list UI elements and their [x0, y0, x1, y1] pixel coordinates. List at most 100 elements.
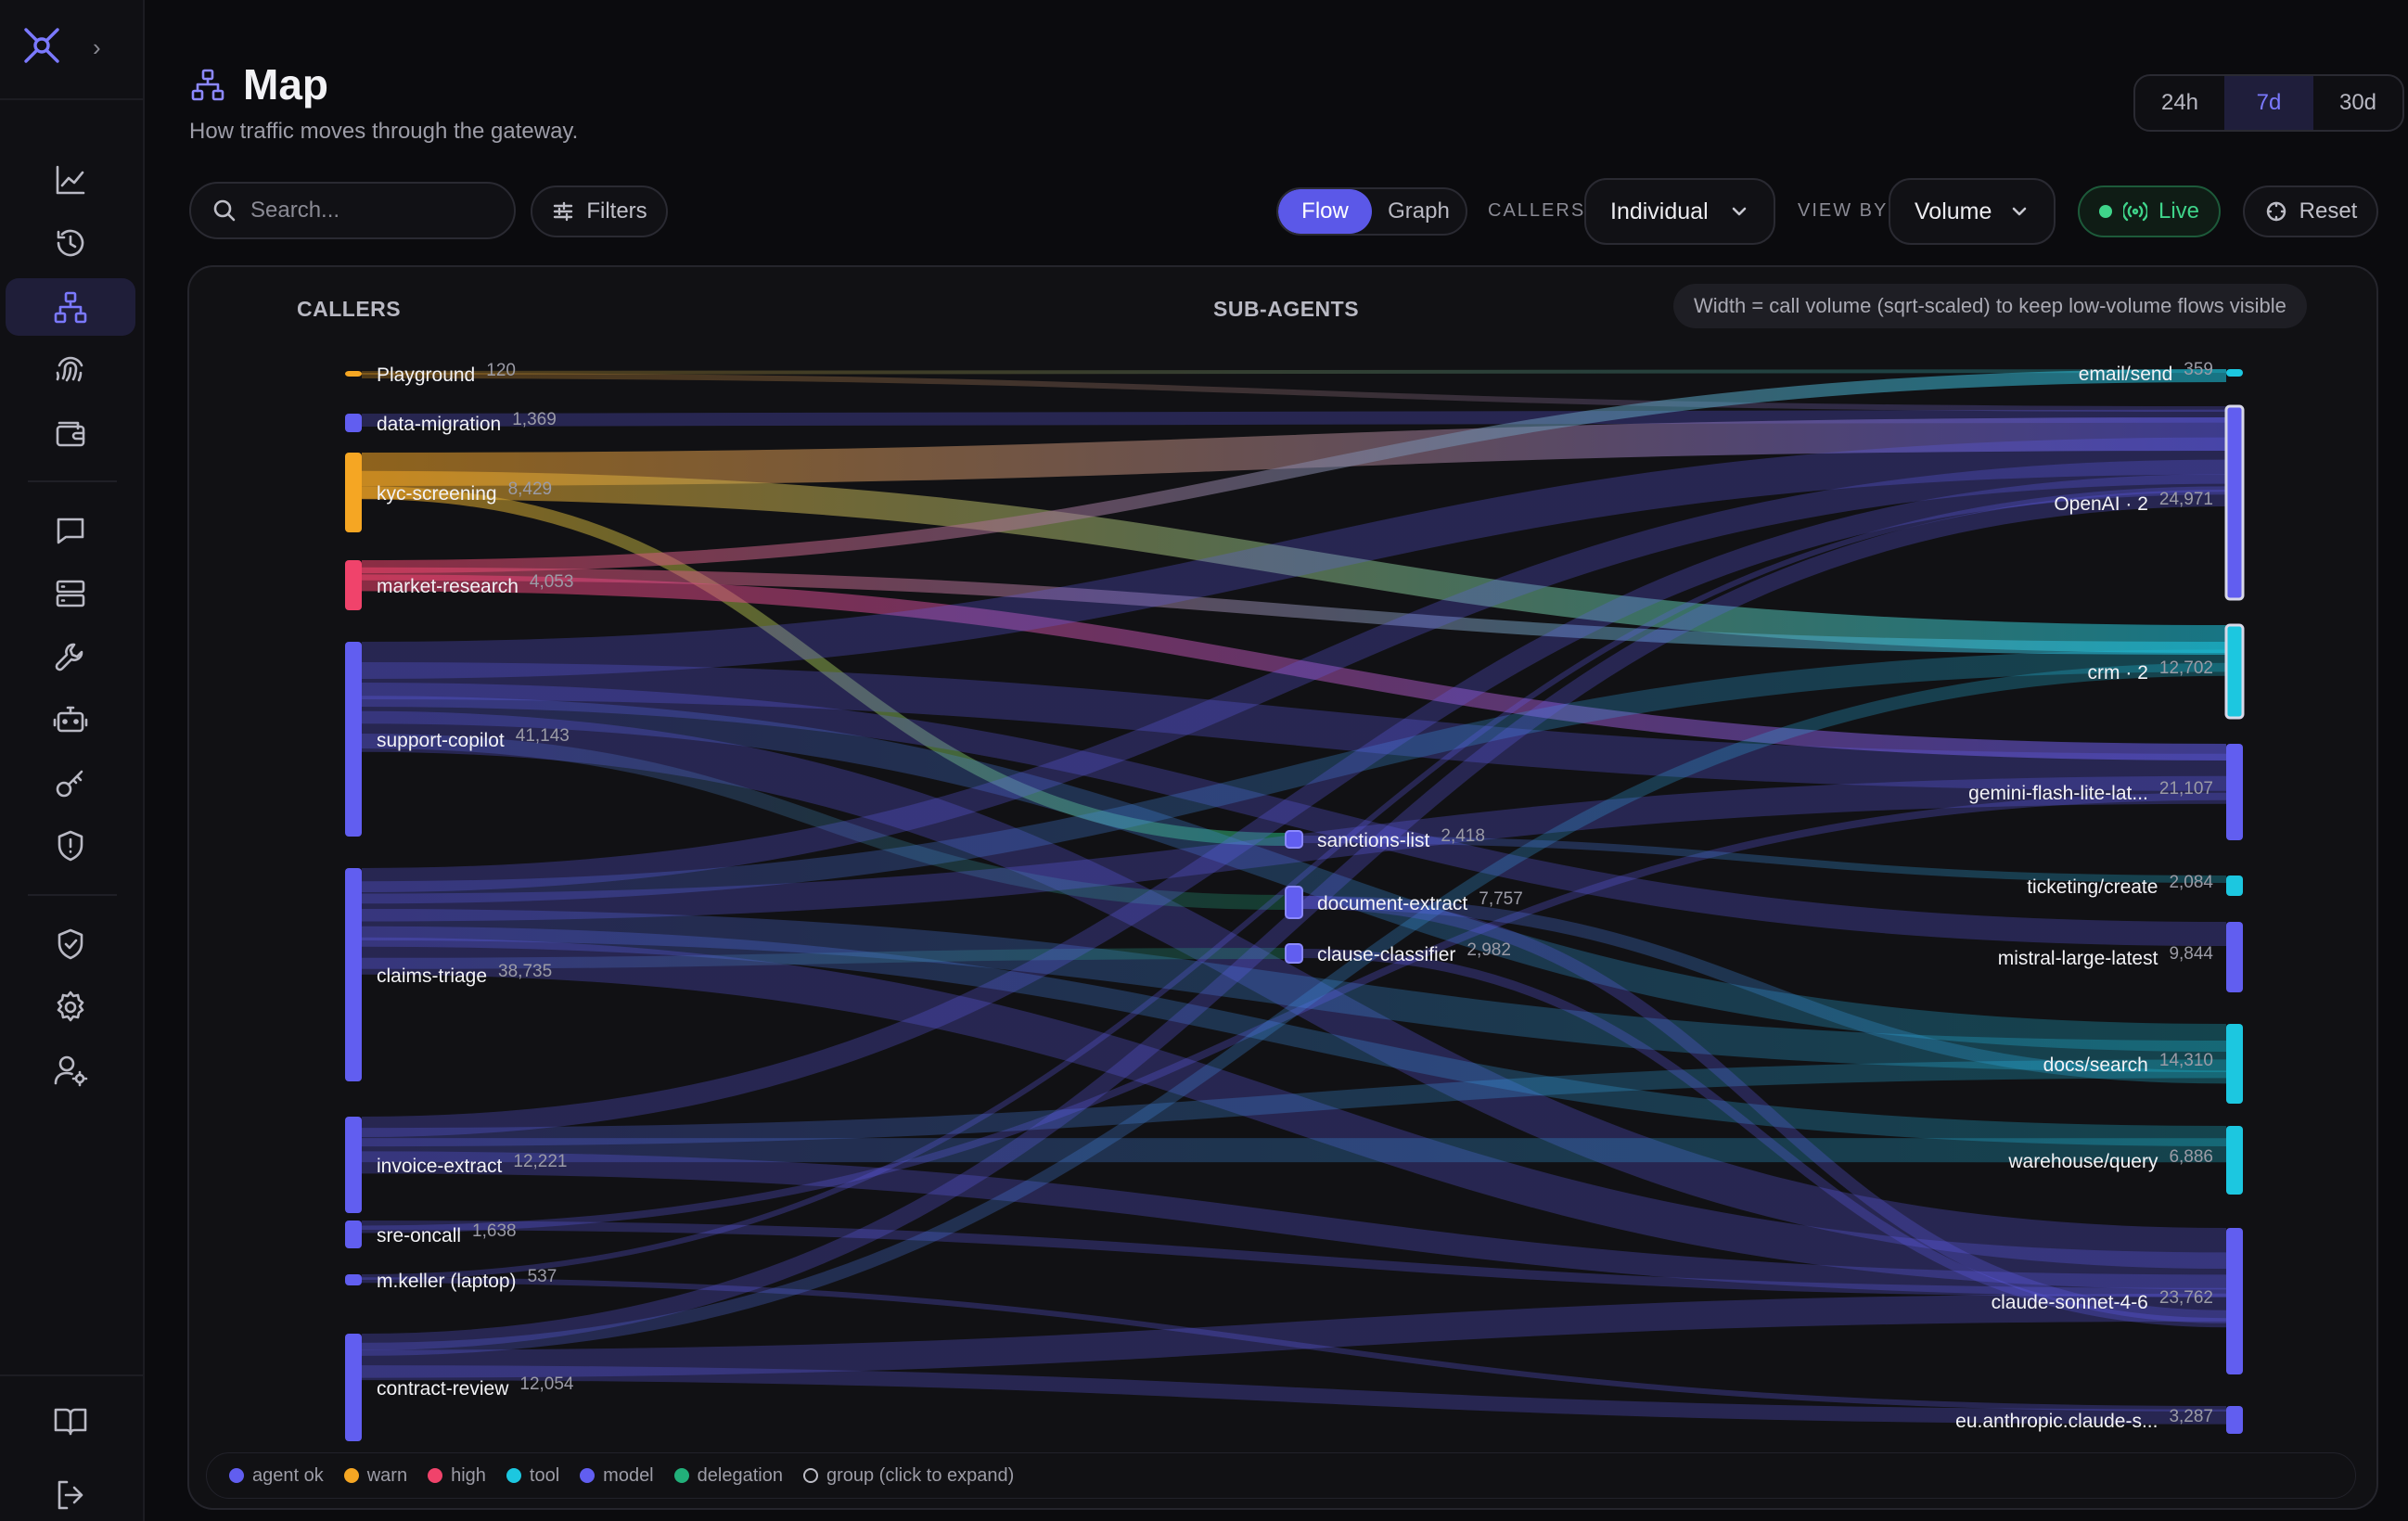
legend-label: agent ok	[252, 1464, 324, 1486]
caller-node	[345, 868, 362, 1081]
subagent-count: 7,757	[1479, 889, 1523, 909]
target-node	[2226, 744, 2243, 840]
caller-label: sre-oncall	[377, 1225, 461, 1246]
network-map-icon	[191, 69, 224, 101]
callers-label: CALLERS	[1488, 200, 1586, 221]
flow-link	[361, 937, 2227, 1290]
activity-chart-icon[interactable]	[45, 154, 96, 206]
history-icon[interactable]	[45, 217, 96, 269]
view-by-value: Volume	[1915, 198, 1992, 224]
flow-link	[361, 1293, 2227, 1378]
chat-icon[interactable]	[45, 505, 96, 556]
width-note: Width = call volume (sqrt-scaled) to kee…	[1673, 284, 2307, 328]
caller-node	[345, 560, 362, 610]
target-label: email/send	[2079, 364, 2173, 385]
reset-label: Reset	[2299, 198, 2358, 224]
subagent-count: 2,418	[1441, 826, 1485, 846]
flow-link	[361, 1365, 2227, 1425]
flow-link	[361, 369, 2227, 573]
filters-button[interactable]: Filters	[531, 185, 668, 237]
graph-view-button[interactable]: Graph	[1388, 198, 1450, 224]
subagent-count: 2,982	[1467, 940, 1511, 960]
legend-item: warn	[343, 1465, 407, 1487]
broadcast-icon	[2122, 201, 2147, 222]
wrench-icon[interactable]	[45, 631, 96, 683]
reset-button[interactable]: Reset	[2243, 185, 2378, 237]
search-box	[189, 182, 516, 239]
legend-item: group (click to expand)	[802, 1465, 1014, 1487]
fingerprint-icon[interactable]	[45, 343, 96, 395]
target-node	[2226, 1406, 2243, 1434]
chevron-down-icon	[2012, 207, 2027, 216]
target-label: claude-sonnet-4-6	[1992, 1292, 2148, 1313]
wallet-icon[interactable]	[45, 406, 96, 458]
subagent-label: clause-classifier	[1317, 944, 1455, 965]
target-count: 12,702	[2159, 658, 2213, 678]
view-by-label: VIEW BY	[1798, 200, 1889, 221]
search-icon	[213, 199, 236, 222]
flow-link	[361, 437, 2227, 679]
target-count: 9,844	[2169, 944, 2213, 964]
caller-count: 41,143	[516, 726, 570, 746]
flow-link	[361, 474, 2227, 1137]
callers-dropdown[interactable]: Individual	[1584, 178, 1775, 245]
legend-item: tool	[506, 1465, 559, 1487]
filters-label: Filters	[586, 198, 647, 224]
range-30d-button[interactable]: 30d	[2338, 90, 2377, 115]
caller-count: 1,638	[472, 1221, 517, 1241]
target-node	[2226, 369, 2243, 377]
page-title: Map	[243, 60, 328, 109]
shield-alert-icon[interactable]	[45, 820, 96, 872]
flow-link	[361, 649, 2227, 904]
user-settings-icon[interactable]	[45, 1044, 96, 1096]
flow-link	[1301, 896, 2227, 1323]
robot-icon[interactable]	[45, 694, 96, 746]
network-map-icon[interactable]	[6, 278, 135, 336]
divider	[28, 480, 117, 482]
shield-check-icon[interactable]	[45, 918, 96, 970]
logo-icon[interactable]	[20, 24, 63, 67]
view-mode-toggle: Flow Graph	[1276, 187, 1467, 236]
flow-link	[361, 662, 2227, 1356]
range-24h-button[interactable]: 24h	[2160, 90, 2199, 115]
legend-label: model	[603, 1464, 654, 1486]
chevron-right-icon[interactable]: ›	[93, 33, 101, 61]
logout-icon[interactable]	[45, 1469, 96, 1521]
target-node	[2226, 1228, 2243, 1374]
flow-link	[361, 369, 2227, 375]
flow-link	[361, 459, 2227, 892]
sankey-diagram: Playground 120 data-migration 1,369 kyc-scre…	[345, 360, 2245, 1441]
subagents-column-title: SUB-AGENTS	[1213, 297, 1360, 321]
book-icon[interactable]	[45, 1395, 96, 1447]
flow-link	[1301, 949, 2227, 1328]
caller-label: claims-triage	[377, 965, 487, 987]
legend-label: delegation	[697, 1464, 783, 1486]
key-icon[interactable]	[45, 757, 96, 809]
caller-count: 4,053	[530, 572, 574, 592]
caller-label: market-research	[377, 576, 519, 597]
flow-link	[361, 409, 2227, 427]
settings-icon[interactable]	[45, 981, 96, 1033]
caller-node	[345, 1117, 362, 1213]
live-label: Live	[2158, 198, 2200, 224]
target-label: eu.anthropic.claude-s...	[1955, 1411, 2158, 1432]
target-node	[2224, 404, 2245, 601]
legend-item: delegation	[673, 1464, 783, 1487]
target-count: 14,310	[2159, 1051, 2213, 1070]
divider	[0, 1374, 145, 1376]
sliders-icon	[554, 201, 573, 222]
target-count: 3,287	[2169, 1407, 2213, 1426]
target-node	[2226, 876, 2243, 896]
target-count: 6,886	[2169, 1147, 2213, 1167]
live-toggle[interactable]: Live	[2078, 185, 2221, 237]
flow-panel: Playground 120 data-migration 1,369 kyc-scre…	[187, 265, 2378, 1510]
servers-icon[interactable]	[45, 568, 96, 620]
subagent-label: sanctions-list	[1317, 830, 1430, 851]
search-input[interactable]	[250, 198, 501, 224]
view-by-dropdown[interactable]: Volume	[1889, 178, 2056, 245]
chevron-down-icon	[1732, 207, 1747, 216]
caller-count: 8,429	[508, 479, 553, 499]
flow-view-button[interactable]: Flow	[1278, 189, 1372, 234]
flow-link	[361, 775, 2227, 922]
range-7d-button[interactable]: 7d	[2224, 76, 2313, 130]
